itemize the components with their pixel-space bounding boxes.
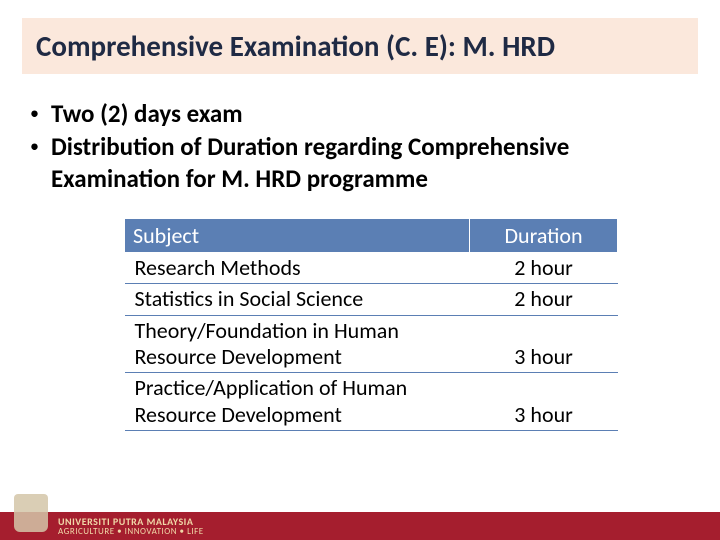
slide: Comprehensive Examination (C. E): M. HRD… — [0, 0, 720, 540]
bullet-dot-icon: • — [30, 102, 39, 124]
slide-title: Comprehensive Examination (C. E): M. HRD — [36, 28, 684, 64]
bullet-item: • Distribution of Duration regarding Com… — [30, 131, 698, 194]
table-header-row: Subject Duration — [125, 218, 618, 252]
cell-duration: 3 hour — [470, 373, 618, 431]
cell-subject: Research Methods — [125, 252, 470, 283]
cell-subject: Statistics in Social Science — [125, 284, 470, 315]
cell-duration: 3 hour — [470, 315, 618, 373]
bullet-list: • Two (2) days exam • Distribution of Du… — [22, 98, 698, 194]
col-header-duration: Duration — [470, 218, 618, 252]
university-logo-icon — [14, 494, 48, 532]
bullet-text: Two (2) days exam — [51, 98, 243, 129]
cell-subject: Practice/Application of Human Resource D… — [125, 373, 470, 431]
duration-table: Subject Duration Research Methods 2 hour… — [124, 218, 618, 431]
bullet-item: • Two (2) days exam — [30, 98, 698, 129]
bullet-text: Distribution of Duration regarding Compr… — [51, 131, 698, 194]
table-row: Theory/Foundation in Human Resource Deve… — [125, 315, 618, 373]
table-row: Research Methods 2 hour — [125, 252, 618, 283]
table-row: Practice/Application of Human Resource D… — [125, 373, 618, 431]
col-header-subject: Subject — [125, 218, 470, 252]
footer-text: UNIVERSITI PUTRA MALAYSIA AGRICULTURE • … — [58, 516, 204, 537]
cell-subject: Theory/Foundation in Human Resource Deve… — [125, 315, 470, 373]
table-row: Statistics in Social Science 2 hour — [125, 284, 618, 315]
cell-duration: 2 hour — [470, 252, 618, 283]
footer-tagline: AGRICULTURE • INNOVATION • LIFE — [58, 527, 204, 537]
cell-duration: 2 hour — [470, 284, 618, 315]
bullet-dot-icon: • — [30, 135, 39, 157]
duration-table-wrap: Subject Duration Research Methods 2 hour… — [124, 218, 618, 431]
title-box: Comprehensive Examination (C. E): M. HRD — [22, 18, 698, 74]
